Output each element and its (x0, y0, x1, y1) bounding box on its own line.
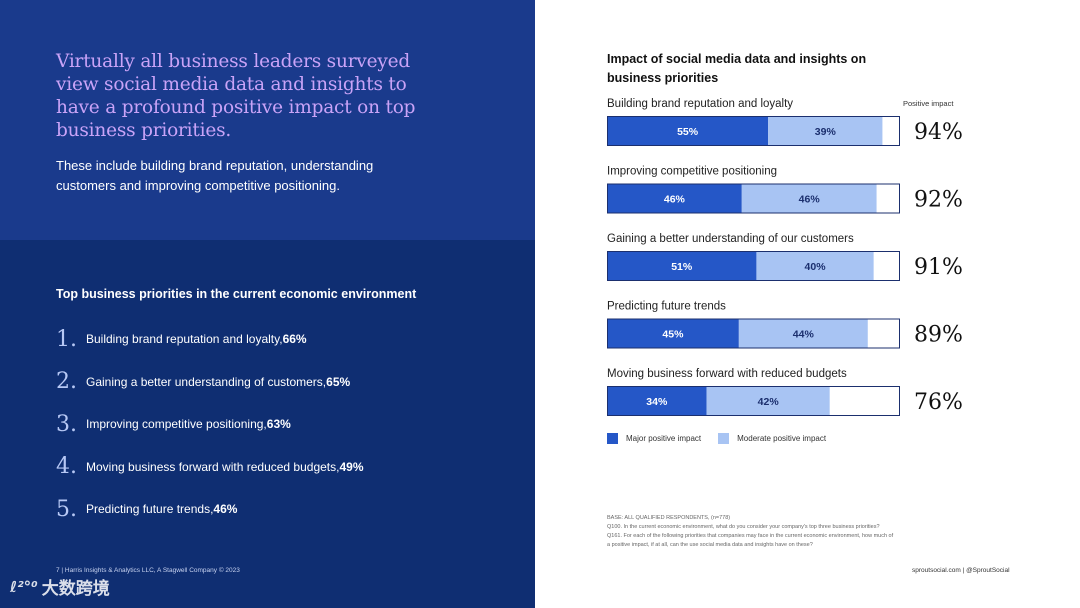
priority-item: 3. Improving competitive positioning, 63… (56, 403, 364, 446)
data-label-major: 34% (646, 396, 668, 408)
legend-item-major: Major positive impact (607, 433, 701, 444)
bar-moderate (738, 319, 868, 348)
note-q100: Q100. In the current economic environmen… (607, 524, 880, 530)
total-positive-label: 76% (914, 390, 963, 415)
priority-number: 1. (56, 326, 77, 352)
legend-swatch-moderate (718, 433, 730, 444)
legend-label-moderate: Moderate positive impact (737, 434, 827, 443)
note-base: BASE: ALL QUALIFIED RESPONDENTS, (n=778) (607, 515, 731, 521)
priority-item: 1. Building brand reputation and loyalty… (56, 318, 364, 361)
priority-item: 4. Moving business forward with reduced … (56, 446, 364, 489)
watermark-text: 大数跨境 (41, 579, 110, 598)
legend-label-major: Major positive impact (626, 434, 702, 443)
total-positive-label: 89% (914, 323, 963, 348)
bar-moderate (756, 252, 874, 280)
priority-label: Improving competitive positioning, (86, 417, 267, 432)
priority-list: 1. Building brand reputation and loyalty… (56, 318, 364, 531)
category-label: Building brand reputation and loyalty (607, 98, 793, 110)
category-label: Moving business forward with reduced bud… (607, 368, 847, 380)
data-label-moderate: 42% (758, 396, 780, 408)
data-label-major: 45% (662, 329, 684, 341)
total-positive-label: 92% (914, 188, 963, 213)
priorities-title: Top business priorities in the current e… (56, 287, 417, 301)
left-bottom-panel (0, 240, 535, 608)
category-label: Improving competitive positioning (607, 166, 777, 178)
category-label: Predicting future trends (607, 301, 726, 313)
watermark: ℓ²°⁰ 大数跨境 (10, 574, 110, 599)
priority-percent: 46% (213, 502, 238, 517)
watermark-logo-icon: ℓ²°⁰ (10, 577, 38, 596)
priority-number: 3. (56, 411, 77, 437)
priority-label: Moving business forward with reduced bud… (86, 459, 340, 474)
category-label: Gaining a better understanding of our cu… (607, 233, 854, 245)
bar-moderate (741, 184, 877, 213)
priority-label: Gaining a better understanding of custom… (86, 374, 327, 389)
bar-major (608, 252, 757, 280)
priority-label: Predicting future trends, (86, 502, 214, 517)
base-notes: BASE: ALL QUALIFIED RESPONDENTS, (n=778)… (607, 514, 897, 550)
priority-number: 5. (56, 496, 77, 522)
bar-moderate (706, 387, 830, 415)
data-label-major: 51% (671, 261, 693, 273)
data-label-major: 46% (664, 194, 686, 206)
footer-left: 7 | Harris Insights & Analytics LLC, A S… (56, 567, 240, 574)
bar-moderate (768, 117, 883, 145)
bar-major (608, 184, 742, 213)
footer-right: sproutsocial.com | @SproutSocial (912, 567, 1010, 574)
bar-major (608, 117, 769, 145)
priority-number: 2. (56, 369, 77, 395)
legend-swatch-major (607, 433, 618, 444)
chart-title: Impact of social media data and insights… (607, 52, 867, 85)
priority-percent: 63% (266, 417, 291, 432)
data-label-moderate: 44% (793, 329, 815, 341)
data-label-major: 55% (677, 126, 699, 138)
positive-impact-header: Positive impact (903, 99, 954, 108)
note-q161: Q161. For each of the following prioriti… (607, 533, 894, 548)
priority-number: 4. (56, 454, 77, 480)
priority-percent: 49% (339, 459, 364, 474)
chart-legend: Major positive impact Moderate positive … (607, 433, 843, 444)
priority-item: 5. Predicting future trends, 46% (56, 488, 364, 531)
bar-major (608, 387, 707, 415)
data-label-moderate: 46% (799, 194, 821, 206)
priority-percent: 65% (326, 374, 351, 389)
data-label-moderate: 39% (815, 126, 837, 138)
total-positive-label: 94% (914, 120, 963, 145)
legend-item-moderate: Moderate positive impact (718, 433, 826, 444)
priority-item: 2. Gaining a better understanding of cus… (56, 361, 364, 404)
priority-label: Building brand reputation and loyalty, (86, 332, 283, 347)
data-label-moderate: 40% (805, 261, 827, 273)
headline: Virtually all business leaders surveyed … (56, 51, 416, 141)
subtext: These include building brand reputation,… (56, 158, 374, 193)
priority-percent: 66% (282, 332, 307, 347)
left-top-panel (0, 0, 535, 240)
total-positive-label: 91% (914, 255, 963, 280)
bar-major (608, 319, 739, 348)
